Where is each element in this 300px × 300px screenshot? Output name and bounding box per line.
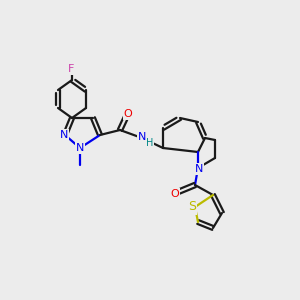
Text: S: S [188, 200, 196, 214]
Text: N: N [60, 130, 68, 140]
Text: O: O [124, 109, 132, 119]
Text: N: N [138, 132, 146, 142]
Text: F: F [68, 64, 74, 74]
Text: N: N [195, 164, 203, 174]
Text: N: N [76, 143, 84, 153]
Text: H: H [146, 138, 154, 148]
Text: O: O [171, 189, 179, 199]
